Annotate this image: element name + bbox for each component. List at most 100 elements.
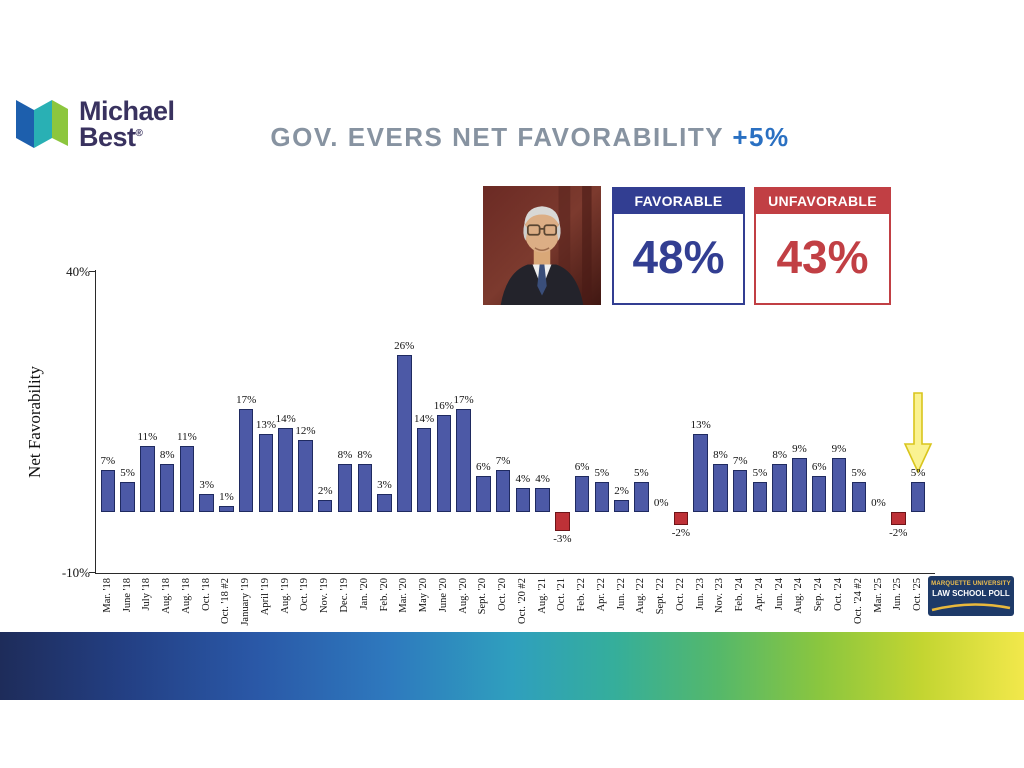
x-axis-label: Feb. '24 [734,578,746,612]
bar [377,494,392,513]
x-axis-label: Aug. '18 [180,578,192,614]
x-axis-label: Apr. '22 [595,578,607,612]
title-net-value: +5% [732,122,790,152]
portrait-icon [483,186,601,305]
bar-value-label: 7% [100,454,116,467]
bar [515,488,531,513]
x-axis-label: May '20 [418,578,430,613]
gradient-footer-band [0,632,1024,700]
x-axis-label: Oct. '21 [556,578,568,611]
x-axis-label: June '20 [437,578,449,613]
x-axis-label: Feb. '22 [576,578,588,612]
bar [317,500,333,513]
x-axis-label: Aug. '20 [457,578,469,614]
x-axis-label: Dec. '19 [339,578,350,613]
bar [634,482,649,513]
bar [891,512,906,525]
x-axis-label: Oct. '20 #2 [516,578,528,624]
bar-value-label: 4% [535,473,550,486]
x-axis-line [95,573,935,574]
y-tick-mark-bottom [89,572,95,573]
bar-value-label: 5% [120,467,135,480]
bar [258,433,274,513]
x-axis-label: Oct. '20 [497,578,509,611]
x-axis-label: Jun. '22 [615,578,627,611]
x-axis-label: Apr. '24 [753,578,765,612]
title-text: GOV. EVERS NET FAVORABILITY [270,122,724,152]
x-axis-label: Sept. '22 [655,578,667,615]
bar [535,488,550,513]
bar-value-label: 5% [910,467,926,480]
x-axis-label: Jun. '25 [892,578,904,611]
bar [732,469,748,513]
bar-value-label: 5% [634,467,649,480]
michael-best-logo-text: Michael Best® [79,97,175,152]
bar [792,457,807,513]
x-axis-label: July '18 [141,578,153,611]
y-tick-mark-top [89,271,95,272]
x-axis-label: Mar. '20 [398,578,410,613]
x-axis-label: Sept. '20 [477,578,489,615]
bar-value-label: 3% [377,479,392,492]
bar-value-label: -2% [889,526,908,539]
y-axis-title: Net Favorability [25,366,44,478]
bar [100,469,116,513]
bar [772,463,787,513]
michael-best-logo: Michael Best® [14,96,175,152]
bar-value-label: 11% [177,430,197,443]
bar [574,476,590,513]
bar [140,445,155,513]
favorable-value: 48% [632,231,725,283]
bar [298,439,313,513]
bar [357,463,372,513]
bar-value-label: 1% [219,491,234,504]
unfavorable-value: 43% [776,231,869,283]
bar [199,494,214,513]
bar [179,445,195,513]
bar-value-label: 13% [255,418,277,431]
bar [120,482,135,513]
brand-name-line2: Best [79,122,136,152]
x-axis-label: Aug. '18 [161,578,173,614]
x-axis-label: Oct. '25 [912,578,924,611]
bar-value-label: 0% [653,497,669,510]
x-axis-label: January '19 [240,578,252,626]
x-axis-label: June '18 [121,578,133,613]
poll-logo-poll-text: LAW SCHOOL POLL [932,589,1010,598]
favorable-box: FAVORABLE 48% [612,187,745,305]
bar-value-label: 6% [811,461,827,474]
x-axis-label: Oct. '22 [674,578,686,611]
bar-value-label: 12% [295,424,316,437]
bar [713,463,728,513]
bar-value-label: 16% [433,400,454,413]
bar-value-label: 6% [475,461,491,474]
bar [910,482,926,513]
bar [456,409,471,513]
slide-title: GOV. EVERS NET FAVORABILITY +5% [225,122,835,153]
registered-mark: ® [135,128,143,139]
bar-value-label: 5% [851,467,867,480]
poll-logo-university-text: MARQUETTE UNIVERSITY [931,581,1011,587]
bar-value-label: 8% [772,448,788,461]
bar-value-label: 5% [752,467,768,480]
bar [594,482,610,513]
bar [495,469,511,513]
bar-value-label: 13% [690,418,711,431]
bar [337,463,353,513]
bar [673,512,689,525]
x-axis-label: Sep. '24 [813,578,825,612]
x-axis-label: Nov. '19 [319,578,331,614]
bar [476,476,491,513]
x-axis-label: Aug. '19 [279,578,291,614]
bar [238,409,254,513]
x-axis-label: Oct. '24 #2 [852,578,864,624]
bar-value-label: 14% [275,412,296,425]
x-axis-label: Oct. '24 [833,578,844,611]
bar-value-label: 5% [594,467,610,480]
x-axis-label: Nov. '23 [714,578,726,614]
bar-value-label: -3% [553,532,572,545]
bar [614,500,629,513]
bar [811,476,827,513]
